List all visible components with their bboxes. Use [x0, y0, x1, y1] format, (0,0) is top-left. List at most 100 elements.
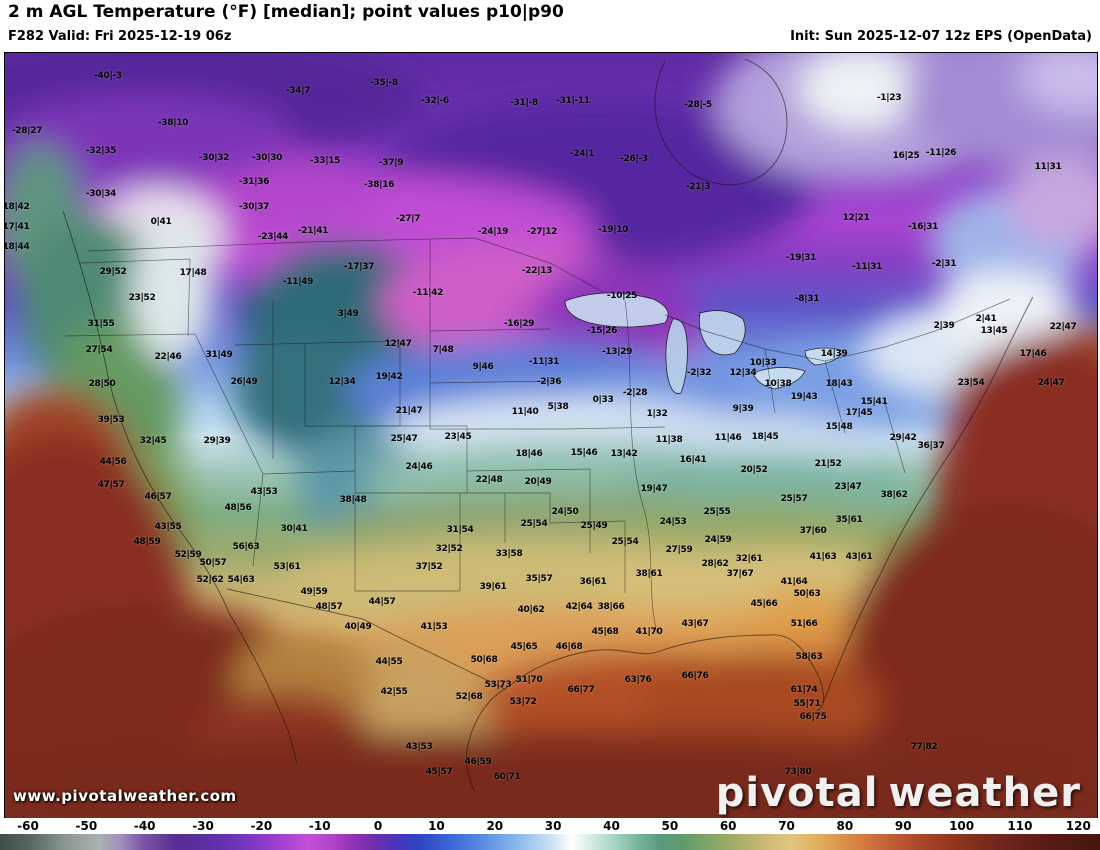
point-value: 25|47 — [390, 434, 418, 444]
point-value: 43|61 — [845, 552, 873, 562]
point-value: 50|63 — [793, 589, 821, 599]
point-value: 53|72 — [509, 697, 537, 707]
point-value: 11|40 — [511, 407, 539, 417]
point-value: 10|38 — [764, 379, 792, 389]
point-value: -2|36 — [536, 377, 562, 387]
point-value: -13|29 — [601, 347, 633, 357]
point-value: 44|56 — [99, 457, 127, 467]
point-value: 42|64 — [565, 602, 593, 612]
point-value: 19|42 — [375, 372, 403, 382]
point-value: 21|47 — [395, 406, 423, 416]
point-value: 13|45 — [980, 326, 1008, 336]
point-value: 60|71 — [493, 772, 521, 782]
point-value: 54|63 — [227, 575, 255, 585]
point-value: 23|47 — [834, 482, 862, 492]
point-value: 56|63 — [232, 542, 260, 552]
point-value: -35|-8 — [370, 78, 398, 88]
point-value: 38|48 — [339, 495, 367, 505]
point-value: 43|53 — [250, 487, 278, 497]
point-value: 12|21 — [842, 213, 870, 223]
point-value: 38|62 — [880, 490, 908, 500]
point-value: 24|53 — [659, 517, 687, 527]
point-value: 37|60 — [799, 526, 827, 536]
point-value: -28|-5 — [684, 100, 712, 110]
point-value: 63|76 — [624, 675, 652, 685]
point-value: 18|45 — [751, 432, 779, 442]
point-value: 21|52 — [814, 459, 842, 469]
point-value: -30|30 — [251, 153, 283, 163]
point-value: 44|55 — [375, 657, 403, 667]
colorbar-tick: 0 — [373, 819, 383, 833]
point-value: 15|41 — [860, 397, 888, 407]
point-value: 41|70 — [635, 627, 663, 637]
point-value: 11|38 — [655, 435, 683, 445]
point-value: 32|52 — [435, 544, 463, 554]
temperature-map-canvas — [5, 53, 1097, 819]
point-value: 61|74 — [790, 685, 818, 695]
point-value: 22|46 — [154, 352, 182, 362]
point-value: 43|67 — [681, 619, 709, 629]
brand-word-weather: weather — [888, 770, 1081, 816]
temperature-field-blobs — [5, 53, 1097, 819]
point-value: 5|38 — [547, 402, 569, 412]
valid-time-label: F282 Valid: Fri 2025-12-19 06z — [8, 29, 232, 44]
colorbar-tick: 50 — [661, 819, 679, 833]
point-value: -2|28 — [622, 388, 648, 398]
point-value: 2|41 — [975, 314, 997, 324]
point-value: 1|32 — [646, 409, 668, 419]
colorbar-tick: 60 — [719, 819, 737, 833]
point-value: -19|10 — [597, 225, 629, 235]
point-value: 41|63 — [809, 552, 837, 562]
point-value: 77|82 — [910, 742, 938, 752]
point-value: 11|31 — [1034, 162, 1062, 172]
point-value: 24|47 — [1037, 378, 1065, 388]
colorbar-tick: 100 — [949, 819, 975, 833]
point-value: 52|59 — [174, 550, 202, 560]
point-value: 31|49 — [205, 350, 233, 360]
point-value: 40|62 — [517, 605, 545, 615]
point-value: -32|-6 — [421, 96, 449, 106]
point-value: 29|39 — [203, 436, 231, 446]
point-value: 53|61 — [273, 562, 301, 572]
point-value: 31|54 — [446, 525, 474, 535]
point-value: 7|48 — [432, 345, 454, 355]
point-value: 48|57 — [315, 602, 343, 612]
colorbar-tick: 120 — [1065, 819, 1091, 833]
colorbar-tick: -40 — [133, 819, 156, 833]
point-value: 37|67 — [726, 569, 754, 579]
point-value: 17|45 — [845, 408, 873, 418]
point-value: -37|9 — [378, 158, 404, 168]
point-value: 40|49 — [344, 622, 372, 632]
point-value: -24|19 — [477, 227, 509, 237]
coastlines — [62, 58, 1034, 794]
brand-word-pivotal: pivotal — [715, 770, 879, 816]
point-value: -28|27 — [11, 126, 43, 136]
point-value: 52|62 — [196, 575, 224, 585]
point-value: -2|31 — [931, 259, 957, 269]
point-value: 13|42 — [610, 449, 638, 459]
point-value: 46|68 — [555, 642, 583, 652]
point-value: 18|44 — [4, 242, 30, 252]
point-value: -33|15 — [309, 156, 341, 166]
point-value: 39|53 — [97, 415, 125, 425]
point-value: -34|7 — [285, 86, 311, 96]
colorbar-tick: 70 — [778, 819, 795, 833]
point-value: -16|31 — [907, 222, 939, 232]
point-value: 2|39 — [933, 321, 955, 331]
point-value: 28|62 — [701, 559, 729, 569]
point-value: 45|66 — [750, 599, 778, 609]
colorbar-tick: 110 — [1007, 819, 1033, 833]
point-value: 15|46 — [570, 448, 598, 458]
colorbar-tick: -30 — [192, 819, 214, 833]
point-value: 53|73 — [484, 680, 512, 690]
point-value: -38|10 — [157, 118, 189, 128]
colorbar-tick-row: -60 -50 -40 -30 -20 -10 0 10 20 30 40 50 60 70 80 90 100… — [0, 818, 1100, 834]
point-value: 45|68 — [591, 627, 619, 637]
point-value: 23|52 — [128, 293, 156, 303]
point-values-layer: -40|-3 -34|7 -35|-8 -32|-6 -31|-8 -31|-11 -28|… — [5, 53, 1097, 819]
point-value: 48|59 — [133, 537, 161, 547]
point-value: -11|42 — [412, 288, 444, 298]
point-value: 55|71 — [793, 699, 821, 709]
point-value: -40|-3 — [94, 71, 122, 81]
point-value: -31|-8 — [510, 98, 538, 108]
